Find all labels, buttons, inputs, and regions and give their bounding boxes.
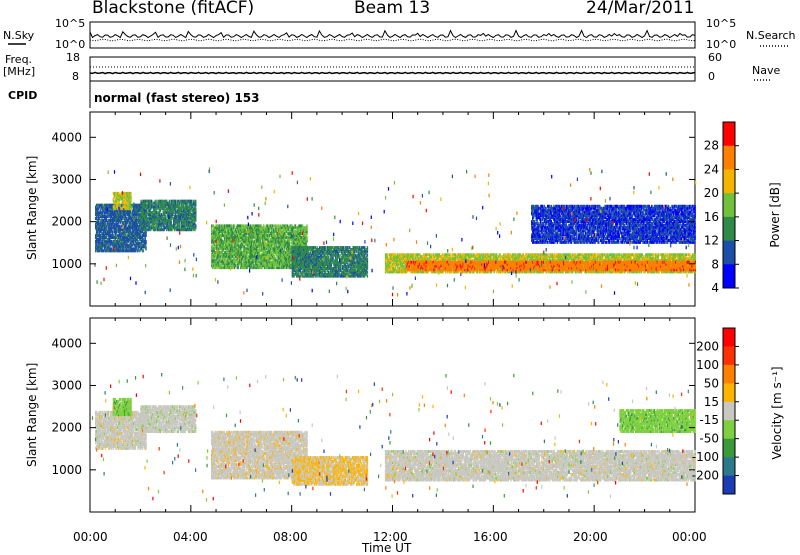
data-cell: [165, 215, 166, 218]
data-cell: [143, 249, 144, 252]
data-cell: [339, 254, 340, 257]
data-cell: [175, 200, 176, 203]
data-cell: [272, 224, 273, 227]
data-cell: [253, 264, 254, 267]
data-cell: [325, 246, 326, 249]
data-cell: [328, 256, 329, 259]
data-cell: [151, 200, 152, 203]
data-cell: [112, 230, 113, 233]
data-cell: [235, 264, 236, 267]
data-cell: [275, 224, 276, 227]
data-cell: [195, 207, 196, 210]
data-cell: [130, 196, 131, 199]
data-cell: [195, 200, 196, 203]
data-cell: [163, 200, 164, 203]
data-cell: [306, 236, 307, 239]
data-cell: [191, 200, 192, 203]
data-cell: [145, 246, 146, 249]
data-cell: [100, 219, 101, 222]
data-cell: [156, 200, 157, 203]
freq-trace: [90, 72, 695, 73]
data-cell: [195, 224, 196, 227]
data-cell: [306, 224, 307, 227]
nsky-trace: [90, 31, 695, 38]
data-cell: [347, 246, 348, 249]
power-heatmap: [90, 112, 696, 306]
data-cell: [130, 192, 131, 195]
data-cell: [234, 224, 235, 227]
freq-panel-frame: [90, 57, 695, 81]
data-cell: [292, 246, 293, 249]
data-cell: [275, 234, 276, 237]
data-cell: [231, 224, 232, 227]
data-cell: [343, 246, 344, 249]
data-cell: [263, 224, 264, 227]
data-cell: [223, 253, 224, 256]
data-cell: [145, 240, 146, 243]
data-cell: [130, 205, 131, 208]
data-cell: [169, 200, 170, 203]
nsearch-trace: [90, 39, 695, 40]
data-cell: [155, 200, 156, 203]
